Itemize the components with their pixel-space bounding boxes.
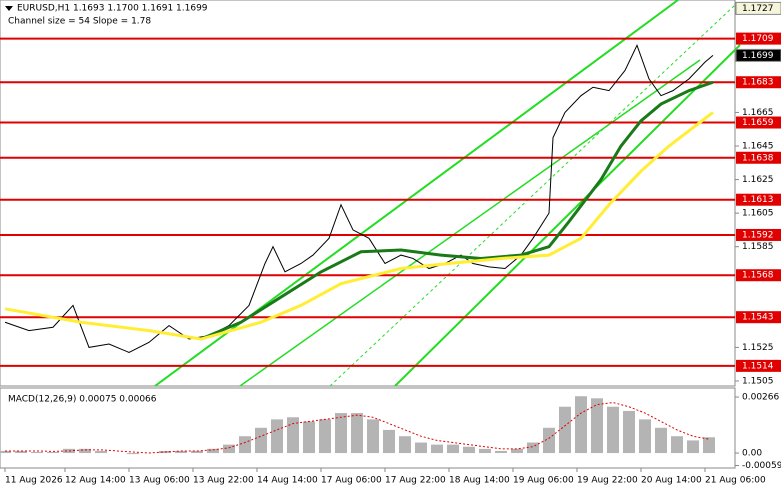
channel-line — [394, 44, 741, 387]
x-tick-label: 13 Aug 06:00 — [129, 476, 190, 486]
x-tick-label: 17 Aug 06:00 — [321, 476, 382, 486]
macd-bar — [367, 419, 379, 454]
y2-tick-label: 0.00 — [742, 449, 762, 459]
level-label: 1.1592 — [742, 230, 774, 240]
macd-bar — [95, 450, 107, 454]
level-label: 1.1709 — [742, 34, 774, 44]
x-tick-label: 20 Aug 14:00 — [641, 476, 702, 486]
y-tick-label: 1.1665 — [742, 108, 774, 118]
macd-bar — [543, 427, 555, 454]
x-tick-label: 18 Aug 14:00 — [449, 476, 510, 486]
channel-line — [239, 59, 701, 387]
macd-bar — [431, 444, 443, 454]
macd-bar — [495, 450, 507, 454]
macd-bar — [559, 406, 571, 454]
x-tick-label: 12 Aug 14:00 — [65, 476, 126, 486]
level-label: 1.1543 — [742, 313, 774, 323]
y-tick-label: 1.1505 — [742, 376, 774, 386]
macd-bar — [271, 419, 283, 454]
macd-bar — [0, 450, 11, 454]
macd-bar — [15, 450, 27, 454]
macd-bar — [415, 442, 427, 454]
macd-bar — [463, 446, 475, 454]
macd-bar — [239, 436, 251, 454]
level-label: 1.1514 — [742, 361, 774, 371]
macd-bar — [607, 406, 619, 454]
x-tick-label: 14 Aug 14:00 — [257, 476, 318, 486]
macd-bar — [687, 440, 699, 454]
x-tick-label: 19 Aug 06:00 — [513, 476, 574, 486]
macd-bar — [319, 419, 331, 454]
price-marker-label: 1.1699 — [742, 51, 774, 61]
macd-bar — [383, 429, 395, 454]
x-tick-label: 13 Aug 22:00 — [193, 476, 254, 486]
macd-bar — [671, 436, 683, 454]
x-tick-label: 17 Aug 22:00 — [385, 476, 446, 486]
macd-bar — [223, 444, 235, 454]
level-label: 1.1638 — [742, 153, 774, 163]
x-tick-label: 21 Aug 06:00 — [705, 476, 766, 486]
y-tick-label: 1.1625 — [742, 175, 774, 185]
macd-bar — [303, 421, 315, 454]
level-label: 1.1659 — [742, 118, 774, 128]
macd-bar — [191, 450, 203, 454]
level-box — [736, 228, 781, 241]
level-box — [736, 269, 781, 282]
y-tick-label: 1.1585 — [742, 242, 774, 252]
macd-bar — [207, 448, 219, 454]
macd-title: MACD(12,26,9) 0.00075 0.00066 — [8, 395, 157, 405]
macd-signal — [5, 402, 710, 454]
level-box — [736, 311, 781, 324]
series-line — [4, 44, 714, 353]
macd-bar — [511, 448, 523, 454]
macd-bar — [575, 396, 587, 454]
macd-bar — [335, 413, 347, 454]
price-marker-box — [735, 48, 781, 62]
macd-bar — [399, 436, 411, 454]
series-line — [4, 111, 714, 341]
y-tick-label: 1.1525 — [742, 343, 774, 353]
y-tick-label: 1.1605 — [742, 209, 774, 219]
macd-bar — [255, 427, 267, 454]
macd-bar — [31, 452, 43, 454]
macd-bar — [479, 448, 491, 454]
macd-bar — [351, 413, 363, 454]
level-box — [736, 359, 781, 372]
chart-subtitle: Channel size = 54 Slope = 1.78 — [8, 17, 151, 27]
macd-bar — [703, 437, 715, 454]
macd-bar — [591, 398, 603, 454]
x-tick-label: 11 Aug 2026 — [5, 476, 63, 486]
x-tick-label: 19 Aug 22:00 — [577, 476, 638, 486]
macd-bar — [655, 427, 667, 454]
symbol-icon — [5, 6, 13, 11]
macd-bar — [527, 442, 539, 454]
price-marker-label: 1.1727 — [742, 4, 774, 14]
y2-tick-label: -0.00059 — [742, 461, 781, 471]
price-marker-box — [735, 1, 781, 15]
macd-bar — [447, 444, 459, 454]
price-panel — [0, 0, 736, 387]
level-box — [736, 193, 781, 206]
macd-bar — [79, 448, 91, 454]
level-label: 1.1568 — [742, 271, 774, 281]
level-box — [736, 116, 781, 129]
level-label: 1.1683 — [742, 78, 774, 88]
macd-bar — [639, 419, 651, 454]
level-box — [736, 151, 781, 164]
chart-title: EURUSD,H1 1.1693 1.1700 1.1691 1.1699 — [17, 4, 208, 14]
macd-bar — [623, 410, 635, 454]
y-tick-label: 1.1645 — [742, 142, 774, 152]
y2-tick-label: 0.00266 — [742, 393, 779, 403]
macd-bar — [47, 452, 59, 454]
series-line — [200, 80, 714, 341]
macd-bar — [127, 453, 139, 455]
level-label: 1.1613 — [742, 195, 774, 205]
level-box — [736, 76, 781, 89]
level-box — [736, 32, 781, 45]
macd-bar — [175, 450, 187, 454]
macd-bar — [287, 417, 299, 454]
channel-line — [329, 4, 736, 387]
